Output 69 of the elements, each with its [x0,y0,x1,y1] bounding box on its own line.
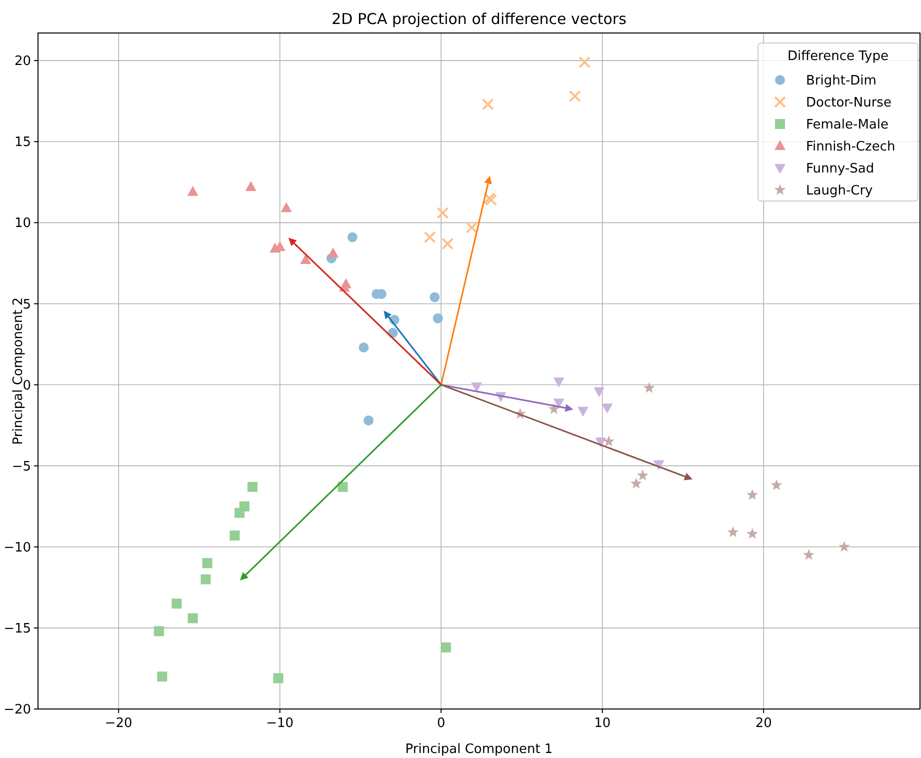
y-tick-label: −5 [12,459,31,474]
y-tick-label: 5 [22,297,31,312]
x-tick-label: 10 [594,716,611,731]
point [553,398,564,409]
y-tick-label: −20 [4,702,31,718]
point [202,558,212,568]
legend-label: Laugh-Cry [806,184,874,199]
point [200,574,211,584]
point [746,528,758,539]
point [636,470,648,480]
y-tick-label: 0 [22,378,31,394]
point [234,508,245,518]
point [548,403,560,414]
y-tick-label: 20 [14,54,31,70]
point [442,238,454,250]
point [466,222,478,234]
point [770,479,782,490]
point [727,526,739,538]
legend-label: Doctor-Nurse [806,96,892,111]
chart-title: 2D PCA projection of difference vectors [332,10,627,28]
point [300,254,312,264]
x-axis-title: Principal Component 1 [405,742,553,757]
point [482,98,494,110]
x-tick-label: −20 [104,716,132,731]
point [247,482,258,492]
point [568,90,581,102]
point [230,530,240,541]
y-tick-label: −15 [4,621,31,636]
point [643,382,655,393]
point [430,292,440,302]
point [188,613,198,624]
point [338,482,348,492]
legend-label: Funny-Sad [806,162,874,177]
point [602,403,613,414]
point [578,56,591,68]
point [154,626,164,636]
point [630,478,642,489]
point [172,598,182,609]
point [578,406,588,417]
y-tick-label: 10 [14,216,31,232]
point [838,540,850,552]
point [187,186,198,196]
point [347,232,358,242]
legend-label: Female-Male [806,118,888,133]
point [424,231,436,244]
point [436,206,449,219]
point [358,342,369,352]
x-tick-label: 0 [436,716,446,731]
point [280,202,292,212]
x-tick-label: −10 [266,716,294,731]
legend-label: Finnish-Czech [806,140,896,155]
point [157,672,168,682]
point [364,415,374,426]
legend-label: Bright-Dim [806,74,876,89]
point [245,181,256,192]
point [273,673,284,684]
point [471,382,482,392]
point [440,642,451,652]
point [553,378,564,388]
point [594,387,605,398]
legend-title: Difference Type [787,49,889,64]
point [803,548,814,560]
point [746,489,758,500]
x-tick-label: 20 [755,716,772,731]
y-tick-label: −10 [4,540,31,556]
y-tick-label: 15 [14,135,31,150]
point [432,313,443,324]
point [603,436,615,446]
point [328,247,339,258]
